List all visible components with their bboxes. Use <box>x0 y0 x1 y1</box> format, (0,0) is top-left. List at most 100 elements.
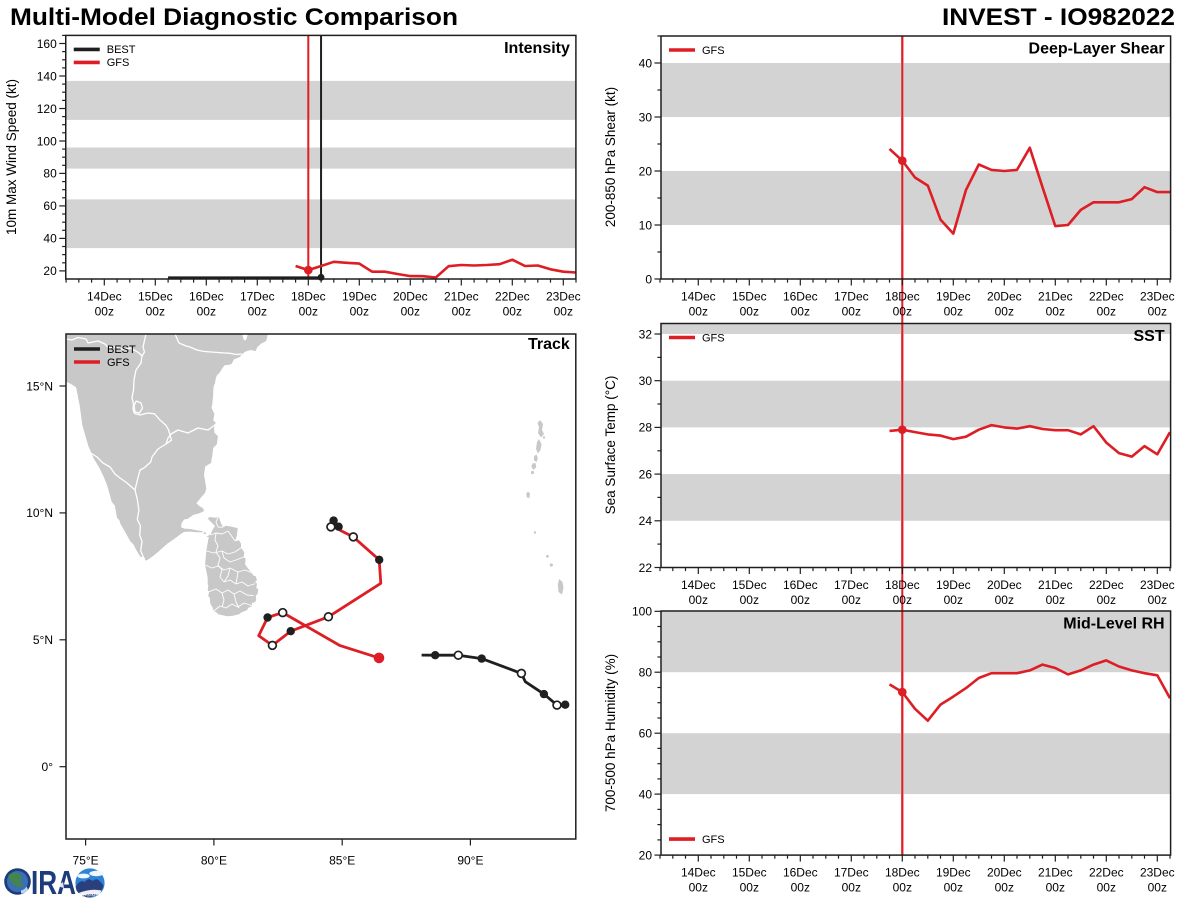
svg-text:21Dec: 21Dec <box>1038 866 1073 880</box>
svg-text:00z: 00z <box>689 305 708 319</box>
svg-text:BEST: BEST <box>107 44 136 56</box>
svg-text:RAMMB: RAMMB <box>81 893 98 898</box>
svg-text:32: 32 <box>639 327 653 341</box>
svg-text:00z: 00z <box>791 305 810 319</box>
svg-text:GFS: GFS <box>702 332 725 344</box>
svg-text:00z: 00z <box>350 305 369 319</box>
svg-text:14Dec: 14Dec <box>87 289 122 303</box>
svg-text:15Dec: 15Dec <box>732 289 767 303</box>
svg-text:40: 40 <box>639 56 653 70</box>
svg-text:GFS: GFS <box>702 45 725 57</box>
svg-text:21Dec: 21Dec <box>1038 578 1073 592</box>
svg-text:0: 0 <box>645 272 652 286</box>
svg-text:15Dec: 15Dec <box>732 578 767 592</box>
svg-text:18Dec: 18Dec <box>885 289 920 303</box>
svg-text:700-500 hPa Humidity (%): 700-500 hPa Humidity (%) <box>603 654 618 812</box>
svg-text:20Dec: 20Dec <box>393 289 428 303</box>
svg-text:21Dec: 21Dec <box>1038 289 1073 303</box>
svg-text:23Dec: 23Dec <box>1140 289 1175 303</box>
svg-text:00z: 00z <box>452 305 471 319</box>
svg-text:GFS: GFS <box>702 834 725 846</box>
svg-text:00z: 00z <box>1148 305 1167 319</box>
svg-text:00z: 00z <box>554 305 573 319</box>
svg-text:19Dec: 19Dec <box>342 289 377 303</box>
svg-text:140: 140 <box>37 69 57 83</box>
svg-text:17Dec: 17Dec <box>834 289 869 303</box>
svg-text:22: 22 <box>639 561 653 575</box>
svg-text:21Dec: 21Dec <box>444 289 479 303</box>
svg-text:16Dec: 16Dec <box>189 289 224 303</box>
svg-text:00z: 00z <box>1097 881 1116 895</box>
svg-text:18Dec: 18Dec <box>291 289 326 303</box>
svg-text:00z: 00z <box>893 305 912 319</box>
svg-text:22Dec: 22Dec <box>495 289 530 303</box>
svg-text:18Dec: 18Dec <box>885 578 920 592</box>
svg-text:00z: 00z <box>995 305 1014 319</box>
svg-text:16Dec: 16Dec <box>783 289 818 303</box>
svg-text:80: 80 <box>639 666 653 680</box>
svg-text:23Dec: 23Dec <box>1140 578 1175 592</box>
svg-text:80°E: 80°E <box>201 854 227 868</box>
svg-text:19Dec: 19Dec <box>936 866 971 880</box>
svg-text:Deep-Layer Shear: Deep-Layer Shear <box>1029 41 1165 58</box>
svg-text:Mid-Level RH: Mid-Level RH <box>1063 616 1164 633</box>
svg-text:00z: 00z <box>995 881 1014 895</box>
svg-text:00z: 00z <box>740 305 759 319</box>
svg-text:14Dec: 14Dec <box>681 578 716 592</box>
svg-text:17Dec: 17Dec <box>240 289 275 303</box>
svg-text:00z: 00z <box>146 305 165 319</box>
svg-text:00z: 00z <box>893 593 912 607</box>
svg-text:00z: 00z <box>842 593 861 607</box>
svg-text:00z: 00z <box>842 881 861 895</box>
svg-text:14Dec: 14Dec <box>681 866 716 880</box>
svg-text:20: 20 <box>639 848 653 862</box>
svg-text:75°E: 75°E <box>73 854 99 868</box>
svg-text:00z: 00z <box>1046 593 1065 607</box>
svg-text:20Dec: 20Dec <box>987 578 1022 592</box>
svg-text:Multi-Model Diagnostic Compari: Multi-Model Diagnostic Comparison <box>10 4 458 31</box>
svg-text:14Dec: 14Dec <box>681 289 716 303</box>
svg-text:10m Max Wind Speed (kt): 10m Max Wind Speed (kt) <box>4 79 19 235</box>
svg-text:17Dec: 17Dec <box>834 866 869 880</box>
svg-text:Sea Surface Temp (°C): Sea Surface Temp (°C) <box>603 376 618 515</box>
svg-text:00z: 00z <box>401 305 420 319</box>
svg-text:40: 40 <box>43 232 57 246</box>
svg-text:20Dec: 20Dec <box>987 866 1022 880</box>
svg-text:23Dec: 23Dec <box>546 289 581 303</box>
svg-text:20Dec: 20Dec <box>987 289 1022 303</box>
svg-text:28: 28 <box>639 421 653 435</box>
svg-text:BEST: BEST <box>107 344 136 356</box>
svg-text:15°N: 15°N <box>26 379 53 393</box>
svg-text:60: 60 <box>43 199 57 213</box>
svg-text:00z: 00z <box>248 305 267 319</box>
svg-text:200-850 hPa Shear (kt): 200-850 hPa Shear (kt) <box>603 87 618 227</box>
svg-text:22Dec: 22Dec <box>1089 289 1124 303</box>
svg-text:00z: 00z <box>944 593 963 607</box>
svg-text:20: 20 <box>639 164 653 178</box>
svg-text:Track: Track <box>528 336 570 353</box>
svg-text:00z: 00z <box>95 305 114 319</box>
svg-text:00z: 00z <box>842 305 861 319</box>
svg-text:18Dec: 18Dec <box>885 866 920 880</box>
svg-text:120: 120 <box>37 102 57 116</box>
svg-text:00z: 00z <box>1148 881 1167 895</box>
svg-text:00z: 00z <box>299 305 318 319</box>
svg-text:19Dec: 19Dec <box>936 289 971 303</box>
svg-text:22Dec: 22Dec <box>1089 578 1124 592</box>
svg-text:30: 30 <box>639 374 653 388</box>
svg-text:GFS: GFS <box>107 357 130 369</box>
svg-text:00z: 00z <box>791 881 810 895</box>
svg-text:GFS: GFS <box>107 57 130 69</box>
svg-text:16Dec: 16Dec <box>783 866 818 880</box>
svg-text:00z: 00z <box>893 881 912 895</box>
svg-text:80: 80 <box>43 167 57 181</box>
svg-text:17Dec: 17Dec <box>834 578 869 592</box>
svg-text:60: 60 <box>639 727 653 741</box>
svg-text:00z: 00z <box>791 593 810 607</box>
svg-text:160: 160 <box>37 37 57 51</box>
svg-text:00z: 00z <box>740 881 759 895</box>
svg-text:00z: 00z <box>1046 305 1065 319</box>
svg-text:40: 40 <box>639 787 653 801</box>
svg-text:19Dec: 19Dec <box>936 578 971 592</box>
svg-text:100: 100 <box>37 134 57 148</box>
